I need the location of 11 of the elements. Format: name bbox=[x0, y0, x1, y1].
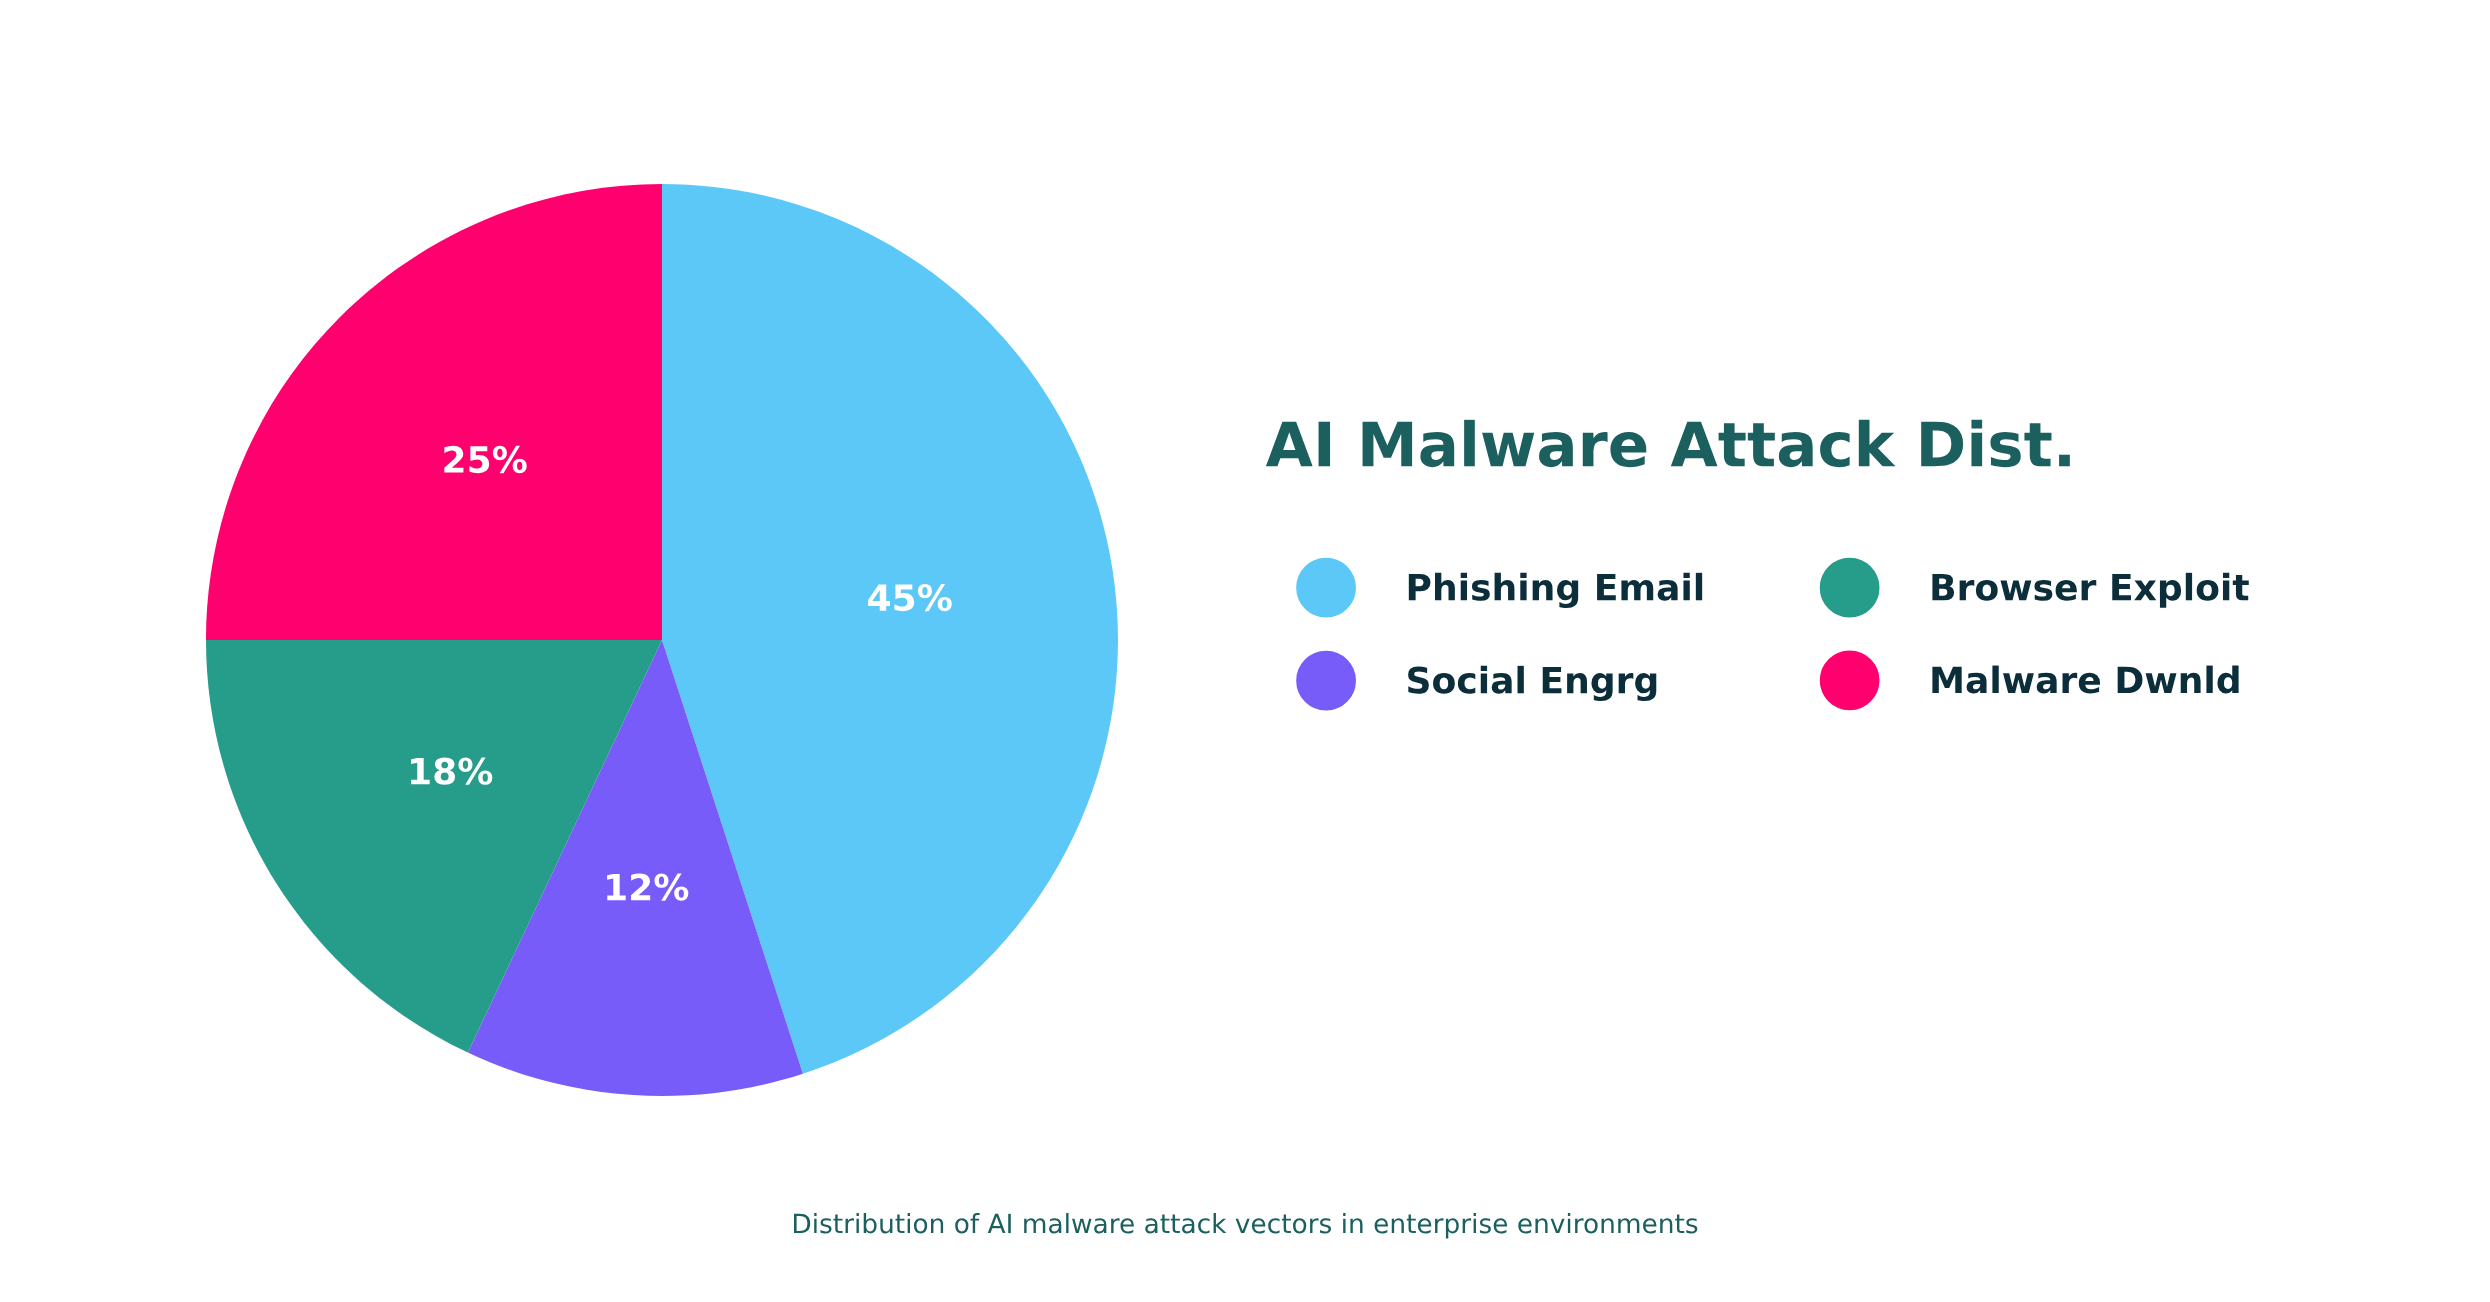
text: Distribution of AI malware attack vectors in enterprise environments bbox=[793, 1213, 1698, 1239]
legend-label: Browser Exploit bbox=[1932, 572, 2249, 608]
legend-label: Phishing Email bbox=[1408, 572, 1703, 609]
data-label: 18% bbox=[411, 757, 493, 785]
data-label: 45% bbox=[868, 583, 952, 612]
data-label: 12% bbox=[607, 873, 689, 901]
legend-label: Malware Dwnld bbox=[1932, 665, 2239, 694]
legend-label: Social Engrg bbox=[1408, 665, 1657, 702]
pie-slice bbox=[206, 184, 662, 640]
data-label: 25% bbox=[444, 445, 527, 474]
text: AI Malware Attack Dist. bbox=[1265, 419, 2070, 468]
